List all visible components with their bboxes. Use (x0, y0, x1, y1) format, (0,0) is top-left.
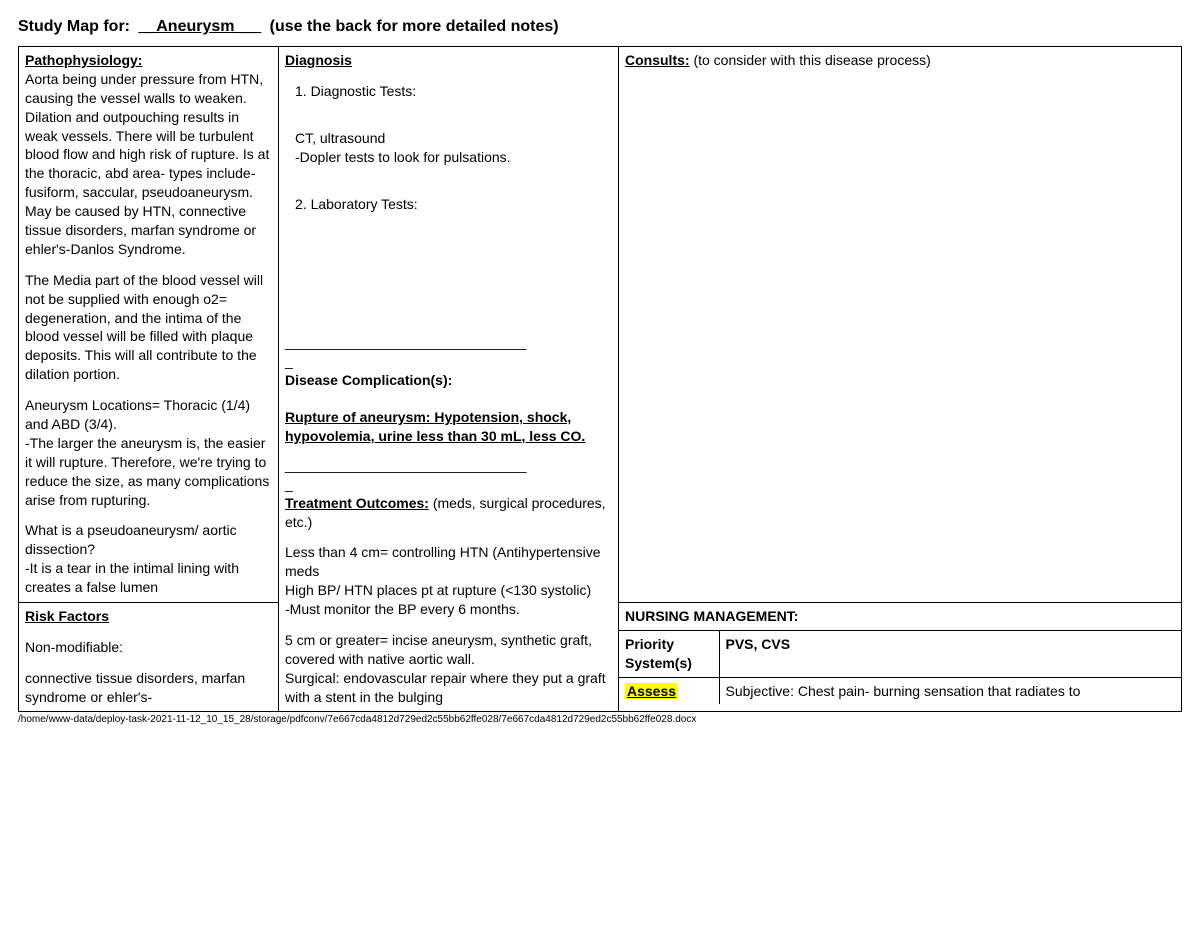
diagnosis-heading: Diagnosis (285, 52, 352, 68)
dx-tests-body: CT, ultrasound -Dopler tests to look for… (285, 129, 612, 167)
nursing-management-cell: NURSING MANAGEMENT: Priority System(s) P… (619, 602, 1182, 711)
patho-p2: The Media part of the blood vessel will … (25, 271, 272, 384)
title-prefix: Study Map for: (18, 18, 130, 35)
assess-value: Subjective: Chest pain- burning sensatio… (726, 683, 1081, 699)
risk-heading: Risk Factors (25, 608, 109, 624)
patho-p1: Aorta being under pressure from HTN, cau… (25, 71, 269, 257)
consults-heading: Consults: (625, 52, 690, 68)
pathophysiology-cell: Pathophysiology: Aorta being under press… (19, 47, 279, 603)
patho-p4: What is a pseudoaneurysm/ aortic dissect… (25, 521, 272, 597)
title-subject: __Aneurysm___ (134, 18, 265, 35)
complications-body: Rupture of aneurysm: Hypotension, shock,… (285, 408, 612, 446)
divider-1: _______________________________ (285, 333, 612, 352)
page-title: Study Map for: __Aneurysm___ (use the ba… (18, 18, 1182, 36)
risk-p1: Non-modifiable: (25, 638, 272, 657)
priority-value: PVS, CVS (726, 636, 791, 652)
divider-2: _______________________________ (285, 456, 612, 475)
treatment-heading: Treatment Outcomes: (285, 495, 429, 511)
risk-p2: connective tissue disorders, marfan synd… (25, 669, 272, 707)
nursing-inner-table: NURSING MANAGEMENT: Priority System(s) P… (619, 603, 1181, 705)
title-suffix: (use the back for more detailed notes) (270, 18, 559, 35)
assess-label: Assess (625, 683, 678, 699)
treatment-p2: 5 cm or greater= incise aneurysm, synthe… (285, 631, 612, 707)
patho-heading: Pathophysiology: (25, 52, 142, 68)
footer-path: /home/www-data/deploy-task-2021-11-12_10… (18, 714, 1182, 725)
nursing-heading: NURSING MANAGEMENT: (625, 608, 798, 624)
priority-label: Priority System(s) (625, 636, 692, 671)
risk-factors-cell: Risk Factors Non-modifiable: connective … (19, 602, 279, 711)
treatment-p1: Less than 4 cm= controlling HTN (Antihyp… (285, 543, 612, 619)
study-map-table: Pathophysiology: Aorta being under press… (18, 46, 1182, 712)
patho-p3: Aneurysm Locations= Thoracic (1/4) and A… (25, 396, 272, 509)
lab-tests-label: 2. Laboratory Tests: (285, 195, 612, 214)
consults-note: (to consider with this disease process) (690, 52, 931, 68)
complications-heading: Disease Complication(s): (285, 371, 612, 390)
dx-tests-label: 1. Diagnostic Tests: (285, 82, 612, 101)
consults-cell: Consults: (to consider with this disease… (619, 47, 1182, 603)
diagnosis-cell: Diagnosis 1. Diagnostic Tests: CT, ultra… (279, 47, 619, 712)
treatment-heading-row: Treatment Outcomes: (meds, surgical proc… (285, 494, 612, 532)
